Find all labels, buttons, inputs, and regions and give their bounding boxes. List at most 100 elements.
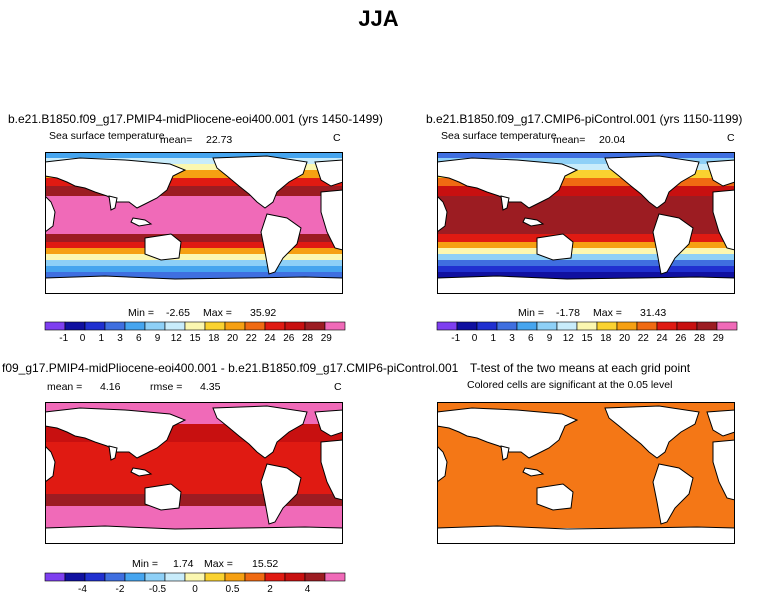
land-india-pliocene xyxy=(108,195,118,211)
colorbar-difference: -4 -2 -0.5 0 0.5 2 4 xyxy=(44,572,346,595)
colorbar-box-pliocene-6 xyxy=(164,321,186,331)
colorbar-tick-difference-4: 0.5 xyxy=(226,584,240,595)
colorbar-tick-pliocene-4: 6 xyxy=(136,333,142,344)
sst-map-picontrol xyxy=(437,152,735,294)
colorbar-box-picontrol-8 xyxy=(596,321,618,331)
colorbar-tick-pliocene-9: 20 xyxy=(227,333,239,344)
colorbar-tick-picontrol-4: 6 xyxy=(528,333,534,344)
map-frame-ttest xyxy=(437,402,735,544)
land-australia-picontrol xyxy=(536,233,574,261)
colorbar-tick-pliocene-7: 15 xyxy=(189,333,201,344)
colorbar-box-pliocene-4 xyxy=(124,321,146,331)
colorbar-tick-difference-0: -4 xyxy=(78,584,87,595)
colorbar-box-difference-7 xyxy=(184,572,206,582)
land-asia-europe-picontrol xyxy=(437,157,579,209)
panel-title-ttest: T-test of the two means at each grid poi… xyxy=(470,361,691,375)
unit-difference: C xyxy=(334,381,342,393)
colorbar-tick-difference-5: 2 xyxy=(267,584,273,595)
unit-pliocene: C xyxy=(333,132,341,144)
colorbar-tick-picontrol-7: 15 xyxy=(581,333,593,344)
map-frame-picontrol xyxy=(437,152,735,294)
land-north-america-pliocene xyxy=(212,155,308,209)
sst-band-pliocene-10 xyxy=(45,254,343,260)
colorbar-box-pliocene-11 xyxy=(264,321,286,331)
colorbar-box-picontrol-14 xyxy=(716,321,738,331)
sst-band-picontrol-4 xyxy=(437,178,735,186)
colorbar-box-difference-1 xyxy=(64,572,86,582)
colorbar-box-picontrol-9 xyxy=(616,321,638,331)
colorbar-box-pliocene-5 xyxy=(144,321,166,331)
colorbar-tick-difference-1: -2 xyxy=(116,584,125,595)
colorbar-tick-pliocene-14: 29 xyxy=(321,333,333,344)
colorbar-box-picontrol-4 xyxy=(516,321,538,331)
sst-band-pliocene-5 xyxy=(45,186,343,196)
colorbar-box-difference-2 xyxy=(84,572,106,582)
sst-band-picontrol-10 xyxy=(437,254,735,260)
land-antarctica-pliocene xyxy=(45,275,343,294)
colorbar-box-picontrol-3 xyxy=(496,321,518,331)
mean-value-pliocene: 22.73 xyxy=(206,134,233,146)
colorbar-tick-picontrol-10: 22 xyxy=(638,333,650,344)
colorbar-box-difference-5 xyxy=(144,572,166,582)
sst-band-pliocene-4 xyxy=(45,178,343,186)
difference-map xyxy=(45,402,343,544)
sst-band-picontrol-12 xyxy=(437,266,735,272)
mean-label-difference: mean = xyxy=(47,381,83,393)
colorbar-tick-pliocene-10: 22 xyxy=(246,333,258,344)
panel-title-pliocene: b.e21.B1850.f09_g17.PMIP4-midPliocene-eo… xyxy=(8,112,383,126)
colorbar-tick-picontrol-3: 3 xyxy=(509,333,515,344)
colorbar-box-picontrol-7 xyxy=(576,321,598,331)
sst-band-picontrol-1 xyxy=(437,158,735,164)
colorbar-tick-pliocene-12: 26 xyxy=(283,333,295,344)
sst-band-pliocene-0 xyxy=(45,152,343,158)
colorbar-box-pliocene-0 xyxy=(44,321,66,331)
colorbar-box-difference-9 xyxy=(224,572,246,582)
rmse-label-difference: rmse = xyxy=(150,381,183,393)
colorbar-tick-pliocene-1: 0 xyxy=(80,333,86,344)
land-australia-ttest xyxy=(536,483,574,511)
max-label-picontrol: Max = xyxy=(593,307,622,319)
land-africa-east-picontrol xyxy=(712,189,735,251)
colorbar-box-picontrol-13 xyxy=(696,321,718,331)
colorbar-box-picontrol-1 xyxy=(456,321,478,331)
colorbar-tick-picontrol-12: 26 xyxy=(675,333,687,344)
colorbar-tick-picontrol-9: 20 xyxy=(619,333,631,344)
land-maritime-picontrol xyxy=(522,217,545,227)
colorbar-tick-pliocene-11: 24 xyxy=(264,333,276,344)
land-africa-west-edge-ttest xyxy=(437,445,448,483)
colorbar-box-difference-11 xyxy=(264,572,286,582)
colorbar-box-pliocene-8 xyxy=(204,321,226,331)
colorbar-tick-pliocene-2: 1 xyxy=(98,333,104,344)
colorbar-box-picontrol-5 xyxy=(536,321,558,331)
colorbar-box-picontrol-0 xyxy=(436,321,458,331)
land-africa-west-edge-pliocene xyxy=(45,195,56,233)
land-australia-pliocene xyxy=(144,233,182,261)
max-value-difference: 15.52 xyxy=(252,558,279,570)
colorbar-tick-picontrol-5: 9 xyxy=(547,333,553,344)
max-label-pliocene: Max = xyxy=(203,307,232,319)
colorbar-tick-difference-2: -0.5 xyxy=(149,584,167,595)
sst-band-picontrol-9 xyxy=(437,248,735,254)
subtitle-pliocene: Sea surface temperature xyxy=(49,130,165,142)
colorbar-box-difference-3 xyxy=(104,572,126,582)
colorbar-box-picontrol-6 xyxy=(556,321,578,331)
colorbar-box-picontrol-2 xyxy=(476,321,498,331)
colorbar-tick-pliocene-5: 9 xyxy=(155,333,161,344)
sst-band-picontrol-8 xyxy=(437,242,735,248)
colorbar-box-picontrol-11 xyxy=(656,321,678,331)
land-antarctica-difference xyxy=(45,525,343,544)
colorbar-tick-pliocene-0: -1 xyxy=(59,333,68,344)
land-africa-east-ttest xyxy=(712,439,735,501)
land-australia-difference xyxy=(144,483,182,511)
max-value-pliocene: 35.92 xyxy=(250,307,277,319)
mean-label-picontrol: mean= xyxy=(553,134,586,146)
colorbar-box-difference-8 xyxy=(204,572,226,582)
colorbar-box-difference-6 xyxy=(164,572,186,582)
colorbar-box-difference-0 xyxy=(44,572,66,582)
sst-band-picontrol-3 xyxy=(437,170,735,178)
land-india-difference xyxy=(108,445,118,461)
unit-picontrol: C xyxy=(727,132,735,144)
land-europe-east-difference xyxy=(314,409,343,437)
colorbar-box-picontrol-12 xyxy=(676,321,698,331)
colorbar-tick-picontrol-8: 18 xyxy=(600,333,612,344)
